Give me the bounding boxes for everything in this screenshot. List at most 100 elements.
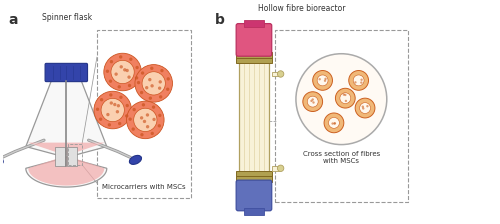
Circle shape xyxy=(312,98,314,101)
Circle shape xyxy=(110,60,113,63)
Bar xyxy=(274,30,408,202)
Circle shape xyxy=(310,100,312,102)
Bar xyxy=(68,144,82,165)
Circle shape xyxy=(128,75,130,79)
Circle shape xyxy=(158,124,161,127)
Circle shape xyxy=(342,93,345,96)
Circle shape xyxy=(324,80,326,82)
Circle shape xyxy=(126,69,129,72)
Circle shape xyxy=(340,93,350,104)
Circle shape xyxy=(126,104,129,107)
Circle shape xyxy=(123,68,126,71)
Circle shape xyxy=(135,65,172,102)
Circle shape xyxy=(135,76,138,80)
Circle shape xyxy=(113,103,116,106)
Circle shape xyxy=(152,118,156,121)
Circle shape xyxy=(360,81,362,84)
FancyBboxPatch shape xyxy=(236,180,272,211)
Circle shape xyxy=(118,122,122,125)
Bar xyxy=(236,52,272,58)
Text: Cross section of fibres
with MSCs: Cross section of fibres with MSCs xyxy=(302,151,380,164)
Circle shape xyxy=(128,84,131,87)
Circle shape xyxy=(160,69,164,72)
Circle shape xyxy=(312,101,314,104)
Circle shape xyxy=(140,116,143,120)
Circle shape xyxy=(308,96,318,107)
Circle shape xyxy=(109,93,112,97)
Circle shape xyxy=(318,78,321,80)
Circle shape xyxy=(334,122,336,125)
Circle shape xyxy=(158,86,162,90)
Circle shape xyxy=(134,108,157,131)
Circle shape xyxy=(120,96,122,99)
Circle shape xyxy=(366,105,368,107)
Text: Spinner flask: Spinner flask xyxy=(42,13,92,22)
Circle shape xyxy=(142,103,145,106)
Circle shape xyxy=(148,97,152,100)
Text: Microcarriers with MSCs: Microcarriers with MSCs xyxy=(102,184,186,190)
Text: a: a xyxy=(8,13,18,27)
Circle shape xyxy=(118,85,121,88)
Circle shape xyxy=(114,72,118,76)
Circle shape xyxy=(143,120,146,123)
Circle shape xyxy=(110,101,113,105)
Bar xyxy=(272,72,278,76)
Bar xyxy=(272,166,278,170)
Circle shape xyxy=(146,113,149,117)
Circle shape xyxy=(355,98,375,118)
Circle shape xyxy=(140,133,143,136)
Text: b: b xyxy=(214,13,224,27)
Circle shape xyxy=(317,75,328,86)
Circle shape xyxy=(344,94,346,96)
Bar xyxy=(244,208,264,215)
Circle shape xyxy=(142,72,166,95)
Circle shape xyxy=(158,114,162,117)
Circle shape xyxy=(148,78,152,81)
Circle shape xyxy=(349,71,368,90)
Circle shape xyxy=(278,71,284,77)
Circle shape xyxy=(303,92,322,112)
Circle shape xyxy=(324,113,344,133)
Circle shape xyxy=(120,65,123,69)
Circle shape xyxy=(111,60,134,84)
Circle shape xyxy=(129,58,132,61)
Bar xyxy=(236,171,272,176)
Circle shape xyxy=(362,107,364,110)
Ellipse shape xyxy=(0,155,3,164)
Bar xyxy=(56,146,66,166)
Circle shape xyxy=(354,81,356,84)
Circle shape xyxy=(360,79,363,81)
Circle shape xyxy=(99,118,102,121)
Circle shape xyxy=(132,108,136,111)
Bar xyxy=(236,176,272,182)
Circle shape xyxy=(125,114,128,118)
Circle shape xyxy=(100,98,103,101)
Circle shape xyxy=(140,91,143,94)
Circle shape xyxy=(344,100,347,102)
Bar xyxy=(68,146,77,166)
Polygon shape xyxy=(26,80,107,187)
Circle shape xyxy=(146,125,150,128)
Circle shape xyxy=(104,53,142,91)
Circle shape xyxy=(141,71,144,75)
Text: Hollow fibre bioreactor: Hollow fibre bioreactor xyxy=(258,4,346,13)
Circle shape xyxy=(150,84,154,88)
FancyBboxPatch shape xyxy=(45,63,88,82)
Circle shape xyxy=(116,110,119,113)
Circle shape xyxy=(360,103,370,114)
Circle shape xyxy=(336,88,355,108)
Polygon shape xyxy=(28,143,105,185)
Circle shape xyxy=(96,108,99,111)
Circle shape xyxy=(278,165,284,172)
Circle shape xyxy=(145,86,148,89)
Bar xyxy=(97,30,190,198)
Circle shape xyxy=(328,117,340,128)
Circle shape xyxy=(353,75,364,86)
Circle shape xyxy=(109,80,112,83)
FancyBboxPatch shape xyxy=(236,24,272,56)
Ellipse shape xyxy=(130,155,141,164)
Circle shape xyxy=(137,81,140,84)
Bar xyxy=(236,58,272,63)
Circle shape xyxy=(332,122,334,125)
Circle shape xyxy=(166,77,170,81)
